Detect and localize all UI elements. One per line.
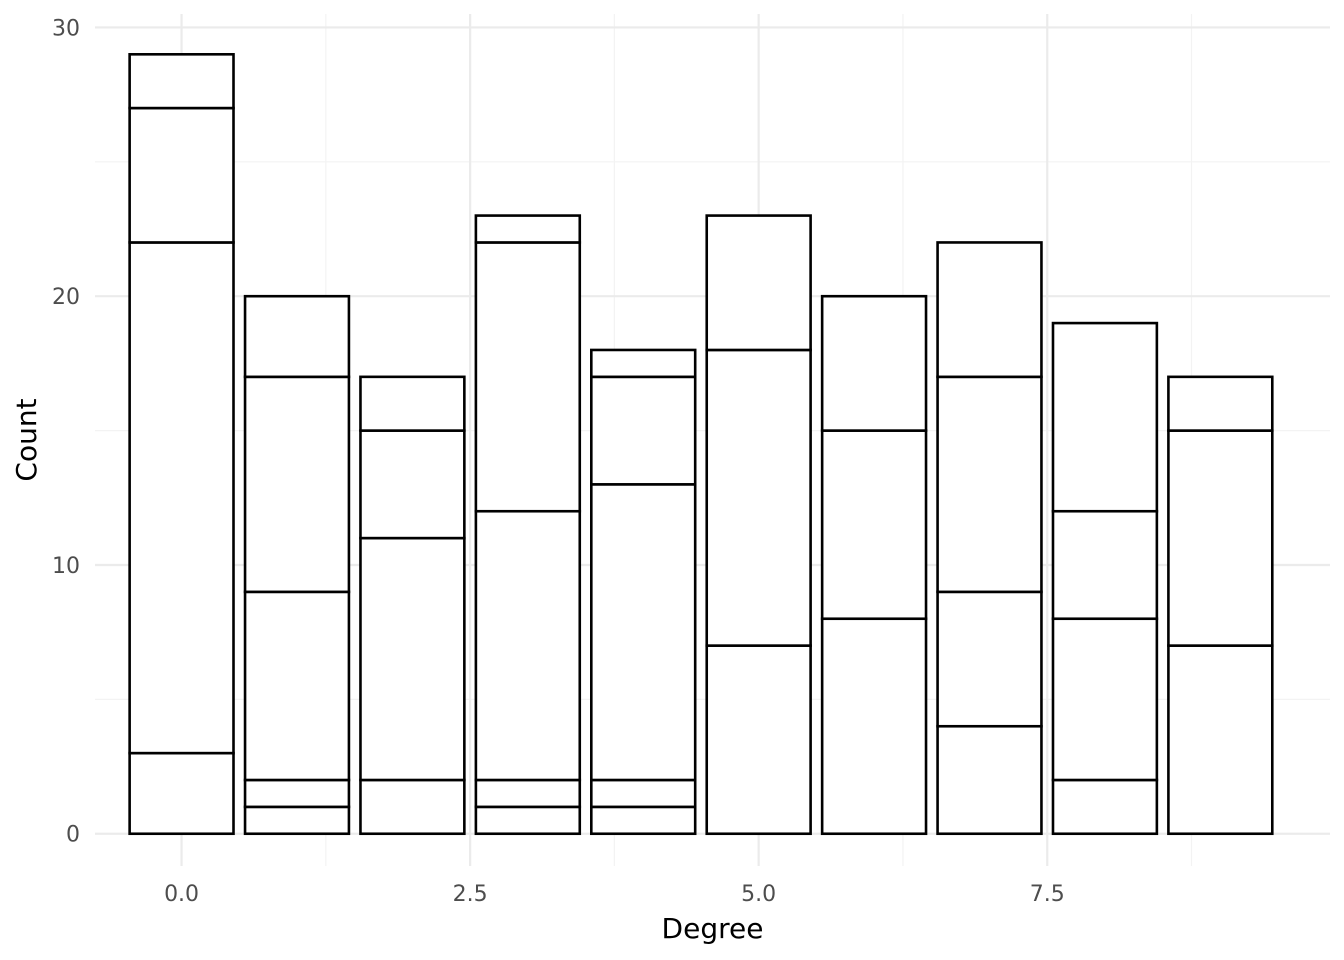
bar-segment xyxy=(820,294,928,432)
tick-labels: 0.0 2.5 5.0 7.5 0 10 20 30 xyxy=(52,16,1065,907)
bar-stack-6 xyxy=(820,294,928,836)
bar-segment xyxy=(474,509,582,782)
bar-stack-4 xyxy=(590,348,697,836)
bar-segment xyxy=(590,805,697,836)
bar-segment xyxy=(936,724,1043,836)
bar-segment xyxy=(936,590,1043,728)
bar-segment xyxy=(128,106,235,244)
bar-segment xyxy=(359,375,466,432)
bar-stack-8 xyxy=(1051,321,1159,836)
bar-segment xyxy=(474,241,582,513)
x-axis-title: Degree xyxy=(662,912,764,945)
bar-segment xyxy=(590,483,697,782)
y-tick-label: 10 xyxy=(52,554,80,579)
bar-segment xyxy=(590,375,697,486)
bar-stack-3 xyxy=(474,214,582,836)
y-tick-label: 30 xyxy=(52,16,80,41)
bar-segment xyxy=(128,241,235,755)
bar-stack-1 xyxy=(243,294,351,836)
bar-segment xyxy=(590,778,697,809)
bar-segment xyxy=(820,429,928,621)
bar-segment xyxy=(359,536,466,782)
bar-segment xyxy=(359,429,466,540)
bar-stack-5 xyxy=(705,214,812,836)
bar-segment xyxy=(243,805,351,836)
bar-segment xyxy=(243,375,351,594)
bar-segment xyxy=(1051,617,1159,782)
bar-segment xyxy=(590,348,697,379)
bar-segment xyxy=(128,53,235,110)
bar-segment xyxy=(936,241,1043,379)
bar-segment xyxy=(474,805,582,836)
bar-segment xyxy=(1167,644,1274,836)
bar-segment xyxy=(820,617,928,836)
bar-segment xyxy=(1051,509,1159,621)
bar-segment xyxy=(1167,375,1274,432)
x-tick-label: 0.0 xyxy=(164,882,199,907)
x-tick-label: 7.5 xyxy=(1030,882,1065,907)
bar-segment xyxy=(1051,778,1159,836)
bar-segment xyxy=(359,778,466,836)
bar-segment xyxy=(474,778,582,809)
bar-segment xyxy=(705,348,812,647)
bar-stack-7 xyxy=(936,241,1043,836)
bar-stack-2 xyxy=(359,375,466,836)
bar-segment xyxy=(243,294,351,379)
bar-segment xyxy=(936,375,1043,594)
y-axis-title: Count xyxy=(10,398,43,481)
bars xyxy=(128,53,1274,836)
y-tick-label: 20 xyxy=(52,285,80,310)
bar-stack-0 xyxy=(128,53,235,836)
bar-segment xyxy=(1167,429,1274,647)
bar-segment xyxy=(243,778,351,809)
bar-segment xyxy=(243,590,351,782)
bar-segment xyxy=(705,214,812,352)
x-tick-label: 5.0 xyxy=(741,882,776,907)
bar-segment xyxy=(705,644,812,836)
bar-stack-9 xyxy=(1167,375,1274,836)
y-tick-label: 0 xyxy=(66,823,80,848)
bar-segment xyxy=(1051,321,1159,513)
bar-segment xyxy=(474,214,582,244)
x-tick-label: 2.5 xyxy=(453,882,488,907)
bar-segment xyxy=(128,751,235,836)
